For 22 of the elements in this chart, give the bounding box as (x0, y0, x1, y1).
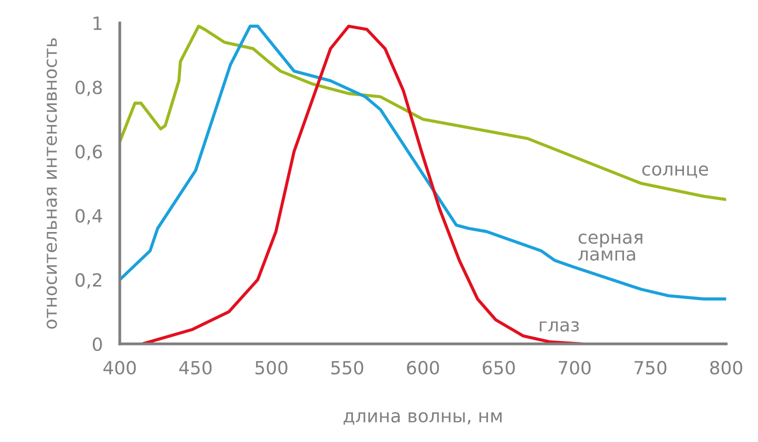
line-series (120, 24, 726, 300)
y-tick-label: 0,4 (76, 208, 102, 224)
y-tick-label: 0,8 (76, 80, 102, 96)
y-axis-title: относительная интенсивность (46, 38, 57, 329)
series-label: глаз (540, 321, 579, 332)
x-tick-label: 750 (634, 360, 666, 375)
y-tick-label: 0 (92, 337, 102, 351)
x-tick-label: 450 (179, 360, 212, 375)
y-tick-label: 0,6 (76, 144, 102, 160)
x-tick-label: 600 (406, 360, 439, 375)
x-axis-title: длина волны, нм (344, 412, 502, 425)
x-tick-label: 400 (103, 360, 136, 375)
y-tick-label: 0,2 (76, 273, 102, 289)
line-series (120, 24, 726, 202)
x-tick-label: 550 (331, 360, 364, 375)
x-tick-label: 700 (558, 360, 591, 375)
series-label: солнце (642, 165, 708, 178)
x-tick-label: 800 (710, 360, 742, 375)
y-tick-label: 1 (94, 16, 102, 30)
x-tick-label: 500 (256, 360, 288, 375)
series-label: серная лампа (578, 234, 642, 261)
x-tick-label: 650 (482, 360, 515, 375)
